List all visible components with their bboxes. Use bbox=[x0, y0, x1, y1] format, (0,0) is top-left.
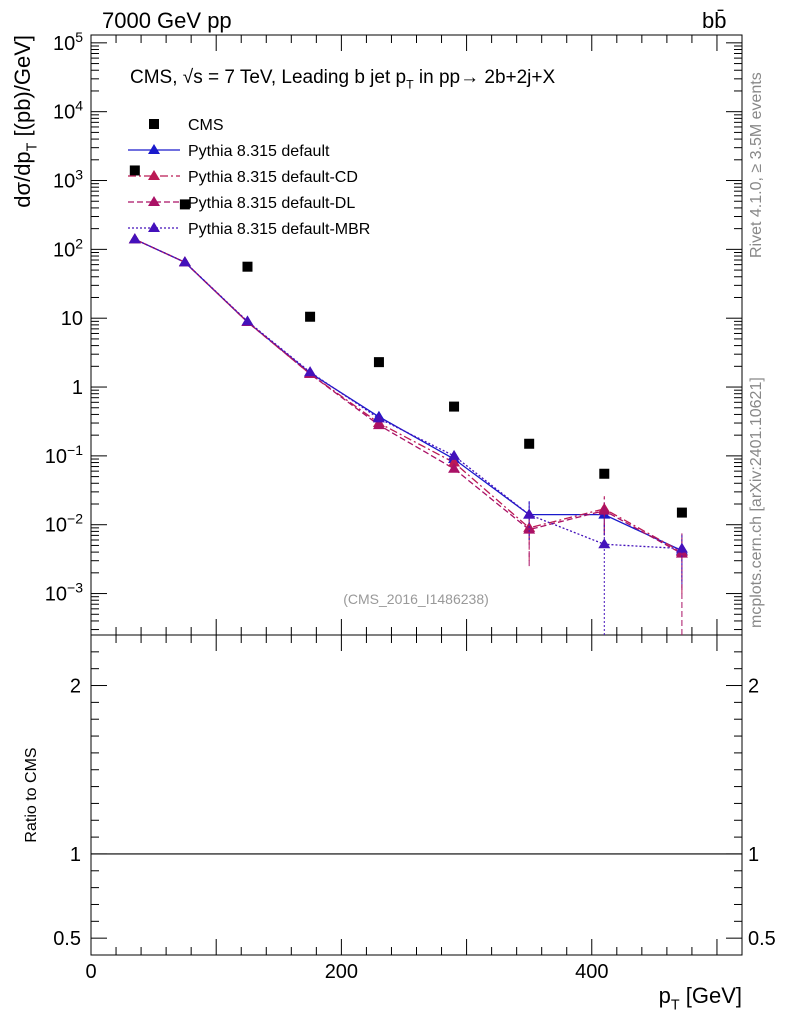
ratio-tick-label: 0.5 bbox=[748, 928, 776, 950]
process-label: bb̄ bbox=[702, 8, 727, 33]
y-tick-label: 10−2 bbox=[45, 511, 83, 537]
data-point-pythia-8-315-default-dl bbox=[598, 504, 611, 515]
y-tick-label: 103 bbox=[53, 167, 83, 193]
legend-marker-pythia-8-315-default-cd bbox=[148, 170, 160, 180]
data-point-cms bbox=[599, 468, 610, 479]
series-lines bbox=[134, 238, 683, 555]
legend-label-pythia-8-315-default-mbr: Pythia 8.315 default-MBR bbox=[188, 221, 370, 238]
y-tick-label: 10 bbox=[61, 308, 83, 330]
data-point-cms bbox=[524, 438, 535, 449]
y-tick-label: 104 bbox=[53, 98, 83, 124]
data-point-pythia-8-315-default-mbr bbox=[675, 542, 688, 553]
y-tick-label: 10−1 bbox=[45, 442, 83, 468]
data-point-cms bbox=[373, 357, 384, 368]
data-point-cms bbox=[179, 199, 190, 210]
data-point-pythia-8-315-default-dl bbox=[372, 419, 385, 430]
legend-marker-pythia-8-315-default-mbr bbox=[148, 222, 160, 232]
data-point-cms bbox=[449, 401, 460, 412]
data-point-pythia-8-315-default-mbr bbox=[241, 315, 254, 326]
x-axis-label: pT [GeV] bbox=[659, 983, 742, 1014]
ratio-tick-label: 0.5 bbox=[53, 928, 81, 950]
series-line-pythia-8-315-default-mbr bbox=[134, 238, 682, 550]
y-tick-label: 1 bbox=[72, 377, 83, 399]
series-line-pythia-8-315-default-dl bbox=[134, 238, 683, 555]
data-point-pythia-8-315-default-mbr bbox=[304, 366, 317, 377]
data-point-pythia-8-315-default-cd bbox=[448, 456, 461, 467]
data-point-cms bbox=[242, 261, 253, 272]
legend-label-pythia-8-315-default-dl: Pythia 8.315 default-DL bbox=[188, 195, 355, 212]
legend-label-pythia-8-315-default: Pythia 8.315 default bbox=[188, 143, 330, 160]
data-point-pythia-8-315-default-mbr bbox=[523, 508, 536, 519]
data-point-pythia-8-315-default-mbr bbox=[178, 256, 191, 267]
ratio-tick-label: 2 bbox=[70, 676, 81, 698]
y-tick-label: 102 bbox=[53, 235, 83, 261]
data-point-pythia-8-315-default-mbr bbox=[372, 412, 385, 423]
data-point-pythia-8-315-default-dl bbox=[448, 462, 461, 473]
analysis-id: (CMS_2016_I1486238) bbox=[343, 591, 489, 607]
series-markers bbox=[128, 165, 688, 635]
legend-marker-pythia-8-315-default bbox=[148, 144, 160, 154]
ratio-frame bbox=[90, 634, 743, 956]
x-tick-label: 400 bbox=[575, 961, 608, 983]
data-point-cms bbox=[305, 311, 316, 322]
legend: CMS Pythia 8.315 default Pythia 8.315 defa… bbox=[128, 117, 370, 238]
series-line-pythia-8-315-default bbox=[134, 238, 683, 552]
legend-marker-pythia-8-315-default-dl bbox=[148, 196, 160, 206]
energy-label: 7000 GeV pp bbox=[102, 8, 232, 33]
data-point-cms bbox=[676, 507, 687, 518]
ratio-tick-label: 1 bbox=[70, 844, 81, 866]
x-tick-label: 0 bbox=[85, 961, 96, 983]
legend-label-cms: CMS bbox=[188, 117, 224, 134]
data-point-pythia-8-315-default-mbr bbox=[448, 449, 461, 460]
data-point-pythia-8-315-default-mbr bbox=[598, 538, 611, 549]
ratio-tick-label: 2 bbox=[748, 676, 759, 698]
data-point-cms bbox=[129, 165, 140, 176]
y-axis-label: dσ/dpT [(pb)/GeV] bbox=[10, 35, 41, 208]
data-point-pythia-8-315-default-dl bbox=[523, 523, 536, 534]
ratio-tick-label: 1 bbox=[748, 844, 759, 866]
legend-marker-cms bbox=[149, 119, 159, 129]
data-point-pythia-8-315-default-mbr bbox=[128, 233, 141, 244]
series-line-pythia-8-315-default-cd bbox=[134, 238, 683, 553]
legend-label-pythia-8-315-default-cd: Pythia 8.315 default-CD bbox=[188, 169, 358, 186]
x-tick-label: 200 bbox=[325, 961, 358, 983]
chart-title: CMS, √s = 7 TeV, Leading b jet pT in pp→… bbox=[130, 67, 555, 92]
y-tick-label: 105 bbox=[53, 29, 83, 55]
y-tick-label: 10−3 bbox=[45, 580, 83, 606]
ratio-y-axis-label: Ratio to CMS bbox=[23, 747, 40, 842]
